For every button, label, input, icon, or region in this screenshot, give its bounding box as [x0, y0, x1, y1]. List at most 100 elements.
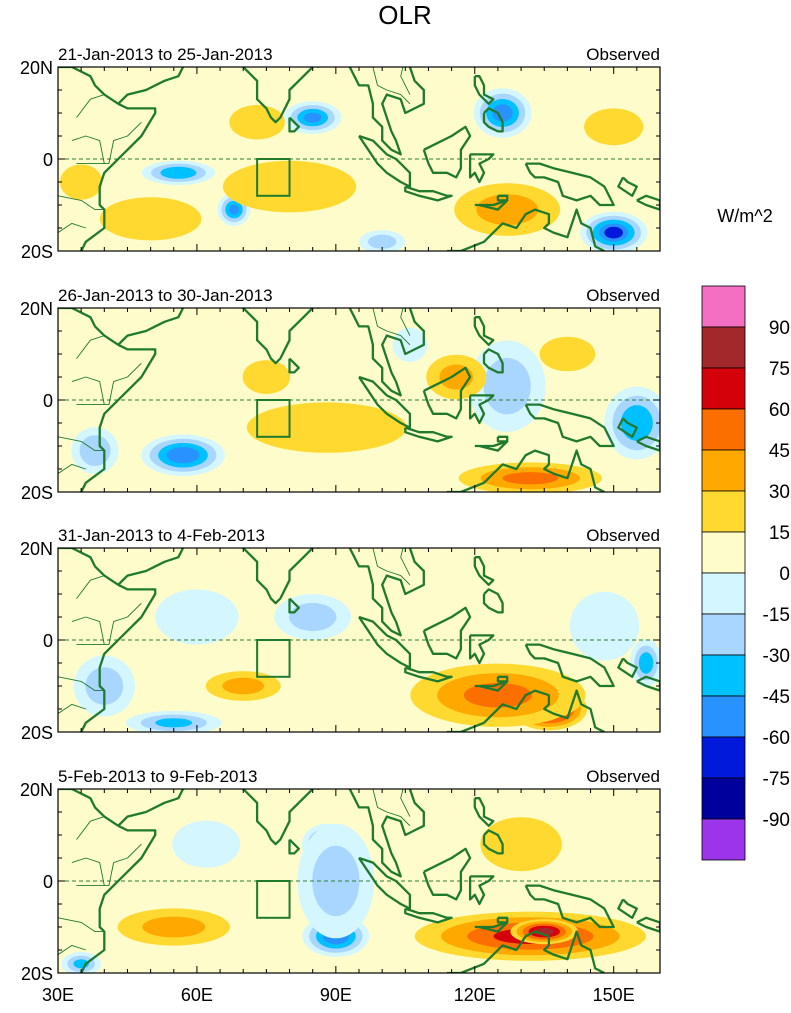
y-tick-label: 20N — [20, 780, 53, 800]
country-border — [58, 703, 86, 714]
olr-contour-level — [242, 360, 291, 394]
coastline — [617, 417, 638, 438]
coastline — [404, 185, 453, 202]
colorbar-swatch — [701, 531, 746, 574]
coastline — [447, 930, 605, 973]
country-border — [400, 789, 411, 817]
olr-anomaly-blob — [569, 591, 640, 661]
coastline — [468, 634, 495, 665]
olr-anomaly-blob — [426, 354, 487, 400]
olr-anomaly-blob — [242, 360, 291, 394]
colorbar-tick-label: -30 — [763, 646, 790, 667]
olr-field — [73, 589, 660, 732]
colorbar-tick-label: 75 — [769, 359, 790, 380]
coastline — [317, 548, 425, 637]
panel-date-label: 26-Jan-2013 to 30-Jan-2013 — [58, 286, 273, 305]
y-tick-label: 0 — [43, 391, 53, 411]
coastline — [224, 789, 314, 846]
country-border — [76, 575, 119, 599]
coastline — [358, 615, 412, 669]
colorbar-swatch — [701, 654, 746, 697]
olr-contour-level — [312, 845, 360, 917]
olr-contour-level — [492, 104, 513, 122]
coastline — [617, 176, 638, 197]
olr-contour-level — [367, 234, 397, 249]
country-border — [76, 121, 142, 165]
olr-anomaly-blob — [480, 817, 562, 872]
coastline — [80, 824, 157, 973]
y-tick-label: 0 — [43, 872, 53, 892]
coastline — [496, 194, 509, 202]
coastline — [422, 125, 472, 179]
olr-contour-level — [155, 589, 239, 645]
country-border — [76, 843, 142, 887]
coastline — [636, 194, 660, 211]
map-panel-2: 20N 0 20S 26-Jan-2013 to 30-Jan-2013 Observe… — [20, 280, 661, 503]
olr-contour-level — [222, 677, 265, 695]
coastline — [288, 838, 300, 855]
country-border — [58, 944, 86, 955]
colorbar-tick-label: 60 — [769, 400, 790, 421]
coastline — [358, 375, 412, 429]
map-panel-4: 20N 0 20S 5-Feb-2013 to 9-Feb-2013 Observed — [20, 767, 661, 984]
coastline — [224, 548, 314, 605]
coastline — [496, 675, 509, 683]
colorbar-swatch — [701, 449, 746, 492]
colorbar-swatch — [701, 736, 746, 779]
olr-contour-level — [142, 916, 206, 938]
country-border — [76, 335, 119, 359]
panel-observed-label: Observed — [586, 526, 660, 545]
olr-anomaly-blob — [99, 197, 202, 241]
country-border — [58, 195, 105, 211]
olr-contour-level — [604, 226, 623, 239]
coastline — [317, 67, 425, 156]
coastline — [474, 680, 509, 692]
country-border — [71, 376, 105, 405]
coastline — [524, 403, 615, 448]
olr-contour-level — [584, 108, 644, 146]
reference-box — [256, 639, 291, 678]
olr-contour-level — [569, 591, 640, 661]
olr-field — [61, 817, 646, 973]
colorbar-units-label: W/m^2 — [717, 206, 772, 226]
olr-contour-level — [620, 405, 653, 441]
coastline — [288, 597, 300, 614]
coastline — [117, 308, 185, 346]
coastline — [636, 675, 660, 692]
coastline — [358, 134, 412, 188]
y-tick-label: 0 — [43, 631, 53, 651]
coastlines — [58, 280, 660, 492]
colorbar-swatch — [701, 572, 746, 615]
coastline — [317, 308, 425, 397]
colorbar-tick-label: 15 — [769, 523, 790, 544]
country-border — [372, 67, 411, 105]
olr-anomaly-blob — [172, 820, 241, 868]
olr-field — [59, 88, 648, 251]
olr-field — [71, 327, 660, 492]
country-border — [71, 857, 105, 886]
y-tick-label: 20N — [20, 58, 53, 78]
coastline — [404, 666, 453, 683]
map-panel-1: 20N 0 20S 21-Jan-2013 to 25-Jan-2013 Observe… — [20, 45, 661, 262]
olr-contour-level — [463, 682, 532, 708]
country-border — [327, 280, 346, 298]
olr-anomaly-blob — [584, 108, 644, 146]
colorbar-swatch — [701, 777, 746, 820]
coastlines — [58, 548, 660, 732]
country-border — [400, 308, 411, 336]
x-tick-label: 150E — [593, 985, 635, 1005]
olr-anomaly-blob — [283, 101, 342, 134]
colorbar-tick-label: 90 — [769, 318, 790, 339]
coastline — [524, 162, 615, 207]
olr-anomaly-blob — [359, 230, 406, 251]
coastline — [474, 440, 509, 452]
olr-anomaly-blob — [61, 951, 102, 973]
colorbar-tick-label: 30 — [769, 482, 790, 503]
country-border — [58, 463, 86, 474]
coastline — [117, 67, 185, 105]
olr-anomaly-blob — [410, 663, 586, 727]
coastline — [468, 153, 495, 184]
olr-contour-level — [480, 817, 562, 872]
